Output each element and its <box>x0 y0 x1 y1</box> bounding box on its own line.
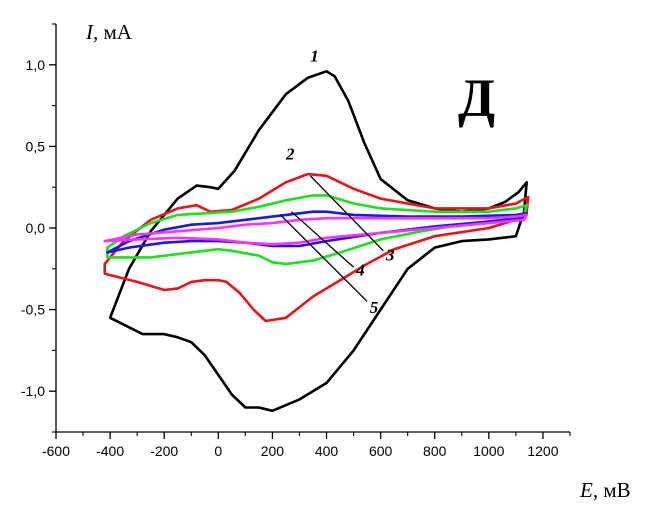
curve-label-2: 2 <box>285 144 295 163</box>
x-tick-label: 1200 <box>527 443 558 459</box>
leader-line-1 <box>309 175 384 252</box>
curves-layer <box>103 70 530 413</box>
y-tick-label: -1,0 <box>21 383 45 399</box>
panel-label: Д <box>458 68 495 128</box>
leader-line-3 <box>280 214 368 302</box>
series-curve-2 <box>103 172 530 323</box>
x-tick-label: 800 <box>423 443 447 459</box>
curve-label-1: 1 <box>310 47 319 66</box>
x-tick-label: 600 <box>369 443 393 459</box>
curve-labels-layer: 1 2 3 45 <box>285 47 395 317</box>
y-tick-label: 0,0 <box>26 220 46 236</box>
y-axis-unit: , мА <box>93 20 133 44</box>
x-tick-label: -400 <box>96 443 124 459</box>
y-axis-variable: I <box>85 20 94 44</box>
plot-area: -600 -400 -200 0 200 400 600 800 1000 1200 1,0 0,5 0… <box>21 23 571 459</box>
x-tick-label: 200 <box>261 443 285 459</box>
curve-label-3: 3 <box>385 246 395 265</box>
x-axis-unit: , мВ <box>593 478 631 502</box>
x-tick-label: 1000 <box>473 443 504 459</box>
y-tick-label: 0,5 <box>26 138 46 154</box>
tick-labels-layer: -600 -400 -200 0 200 400 600 800 1000 1200 1,0 0,5 0… <box>21 57 559 459</box>
x-tick-label: -600 <box>42 443 70 459</box>
x-tick-label: 400 <box>315 443 339 459</box>
x-axis-variable: E <box>579 478 593 502</box>
curve-label-5: 5 <box>370 298 379 317</box>
curve-label-4: 4 <box>355 260 365 279</box>
y-tick-label: -0,5 <box>21 302 45 318</box>
series-curve-5 <box>103 213 529 246</box>
series-curve-1 <box>108 70 529 413</box>
x-tick-label: 0 <box>214 443 222 459</box>
y-tick-label: 1,0 <box>26 57 46 73</box>
leader-line-2 <box>290 211 355 268</box>
x-tick-label: -200 <box>150 443 178 459</box>
y-axis-title: I, мА <box>85 20 133 44</box>
axes-layer <box>49 23 571 439</box>
leader-lines-layer <box>280 175 384 302</box>
x-axis-title: E, мВ <box>579 478 631 502</box>
